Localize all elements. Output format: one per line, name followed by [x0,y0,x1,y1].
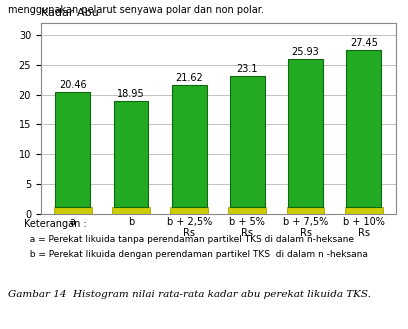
Bar [346,50,381,207]
Bar [228,207,266,214]
Text: 20.46: 20.46 [59,80,86,90]
Bar [345,207,383,214]
Bar [112,207,150,214]
Bar [170,207,208,214]
Text: 27.45: 27.45 [350,38,378,48]
Text: Gambar 14  Histogram nilai rata-rata kadar abu perekat likuida TKS.: Gambar 14 Histogram nilai rata-rata kada… [8,290,371,298]
Text: 23.1: 23.1 [237,64,258,74]
Text: menggunakan pelarut senyawa polar dan non polar.: menggunakan pelarut senyawa polar dan no… [8,5,264,15]
Bar [230,76,265,207]
Text: b = Perekat likuida dengan perendaman partikel TKS  di dalam n -heksana: b = Perekat likuida dengan perendaman pa… [24,250,368,259]
Bar [287,207,324,214]
Bar [288,59,323,207]
Text: Keterangan :: Keterangan : [24,219,87,229]
Bar [55,92,90,207]
Bar [54,207,92,214]
Bar [113,101,149,207]
Text: 18.95: 18.95 [117,89,145,99]
Text: 21.62: 21.62 [175,73,203,83]
Text: a = Perekat likuida tanpa perendaman partikel TKS di dalam n-heksane: a = Perekat likuida tanpa perendaman par… [24,235,355,244]
Text: Kadar Abu: Kadar Abu [41,8,99,18]
Bar [172,85,206,207]
Text: 25.93: 25.93 [292,47,319,58]
